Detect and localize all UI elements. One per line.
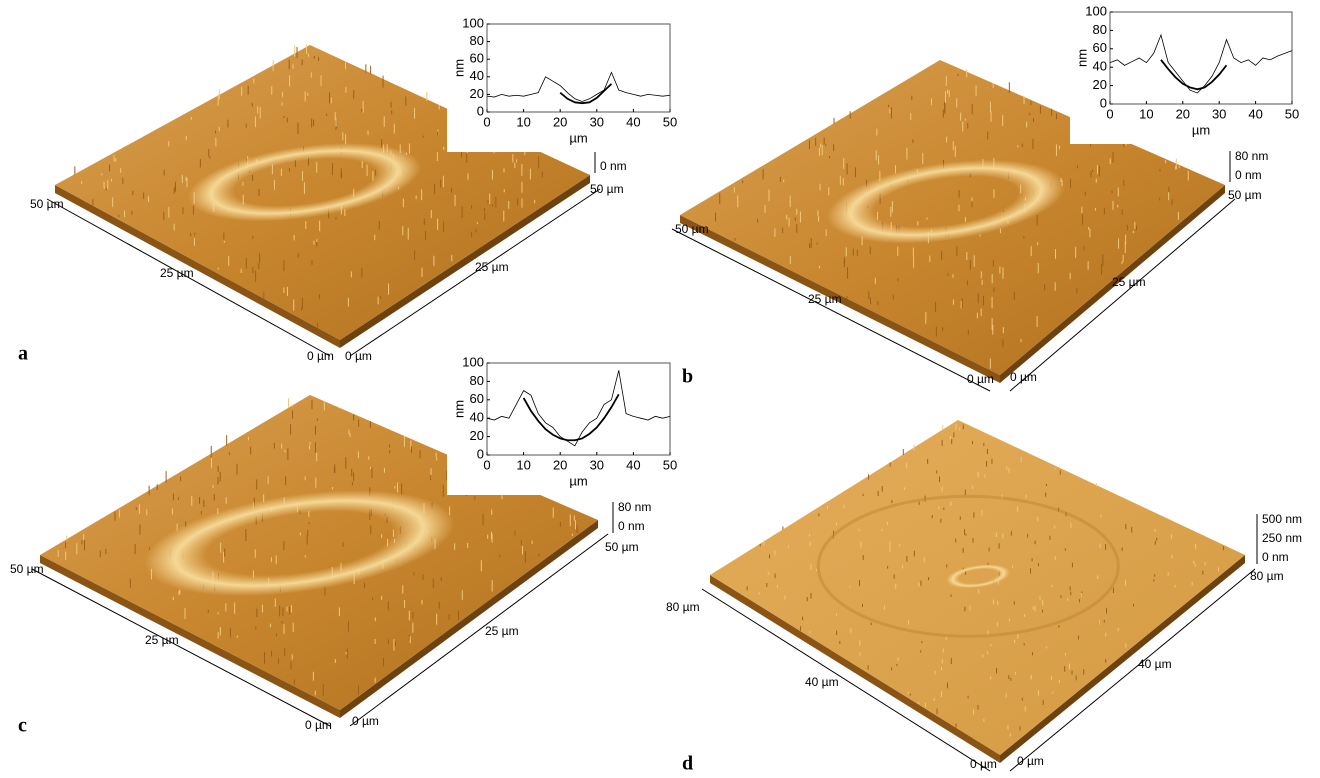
x-tick-label: 40 bbox=[626, 114, 640, 129]
x-tick-label: 20 bbox=[553, 457, 567, 472]
profile-inset: 02040608010001020304050nmµm bbox=[447, 15, 680, 152]
axis-label: 25 µm bbox=[1112, 275, 1146, 289]
axis-label: 80 µm bbox=[1250, 569, 1284, 583]
axis-label: 50 µm bbox=[675, 222, 709, 236]
z-scale-label: 80 nm bbox=[1235, 149, 1268, 163]
axis-label: 50 µm bbox=[10, 562, 44, 576]
x-tick-label: 30 bbox=[590, 114, 604, 129]
axis-label: 0 µm bbox=[1017, 754, 1044, 768]
y-tick-label: 60 bbox=[470, 51, 484, 66]
axis-label: 50 µm bbox=[30, 197, 64, 211]
z-scale-label: 250 nm bbox=[1262, 531, 1302, 545]
figure: 50 µm 25 µm 0 µm 0 µm 25 µm 50 µm 80 nm 0 nm a 0 2… bbox=[0, 0, 1320, 773]
y-tick-label: 20 bbox=[1093, 77, 1107, 92]
y-tick-label: 60 bbox=[1093, 40, 1107, 55]
x-tick-label: 30 bbox=[590, 457, 604, 472]
panel-letter: d bbox=[682, 753, 693, 773]
axis-label: 80 µm bbox=[666, 600, 700, 614]
x-tick-label: 40 bbox=[626, 457, 640, 472]
x-tick-label: 0 bbox=[1106, 106, 1113, 121]
x-tick-label: 50 bbox=[663, 114, 677, 129]
x-tick-label: 50 bbox=[663, 457, 677, 472]
y-tick-label: 80 bbox=[470, 33, 484, 48]
axis-label: 25 µm bbox=[808, 292, 842, 306]
axis-label: 25 µm bbox=[475, 260, 509, 274]
y-tick-label: 100 bbox=[462, 354, 484, 369]
y-tick-label: 80 bbox=[470, 373, 484, 388]
x-tick-label: 30 bbox=[1212, 106, 1226, 121]
x-axis-label: µm bbox=[569, 130, 587, 145]
y-axis-label: nm bbox=[451, 59, 466, 77]
y-axis-label: nm bbox=[451, 400, 466, 418]
axis-label: 0 µm bbox=[1010, 370, 1037, 384]
y-tick-label: 40 bbox=[470, 410, 484, 425]
z-scale-label: 0 nm bbox=[600, 159, 627, 173]
y-tick-label: 100 bbox=[1085, 3, 1107, 18]
y-tick-label: 40 bbox=[1093, 59, 1107, 74]
y-axis-label: nm bbox=[1074, 49, 1089, 67]
y-tick-label: 40 bbox=[470, 68, 484, 83]
y-tick-label: 60 bbox=[470, 391, 484, 406]
y-tick-label: 20 bbox=[470, 428, 484, 443]
axis-label: 0 µm bbox=[967, 372, 994, 386]
axis-label: 25 µm bbox=[485, 624, 519, 638]
z-scale-label: 0 nm bbox=[1235, 168, 1262, 182]
axis-label: 0 µm bbox=[345, 349, 372, 363]
y-tick-label: 100 bbox=[462, 15, 484, 30]
x-tick-label: 20 bbox=[1176, 106, 1190, 121]
axis-label: 25 µm bbox=[145, 633, 179, 647]
x-tick-label: 20 bbox=[553, 114, 567, 129]
axis-label: 50 µm bbox=[590, 182, 624, 196]
axis-label: 40 µm bbox=[805, 675, 839, 689]
z-scale-label: 0 nm bbox=[1262, 550, 1289, 564]
axis-label: 50 µm bbox=[605, 540, 639, 554]
x-axis-label: µm bbox=[569, 473, 587, 488]
panel-letter: a bbox=[18, 343, 28, 365]
x-tick-label: 10 bbox=[1139, 106, 1153, 121]
x-tick-label: 40 bbox=[1248, 106, 1262, 121]
z-scale-label: 80 nm bbox=[618, 500, 651, 514]
panel-letter: c bbox=[18, 715, 27, 737]
axis-label: 25 µm bbox=[160, 266, 194, 280]
y-tick-label: 80 bbox=[1093, 22, 1107, 37]
x-tick-label: 0 bbox=[483, 114, 490, 129]
axis-label: 50 µm bbox=[1228, 188, 1262, 202]
x-axis-label: µm bbox=[1192, 122, 1210, 137]
y-tick-label: 20 bbox=[470, 86, 484, 101]
x-tick-label: 50 bbox=[1285, 106, 1299, 121]
axis-label: 40 µm bbox=[1138, 657, 1172, 671]
x-tick-label: 0 bbox=[483, 457, 490, 472]
axis-label: 0 µm bbox=[970, 757, 997, 771]
panel-letter: b bbox=[682, 366, 693, 388]
axis-label: 0 µm bbox=[305, 718, 332, 732]
axis-label: 0 µm bbox=[352, 714, 379, 728]
x-tick-label: 10 bbox=[516, 114, 530, 129]
x-tick-label: 10 bbox=[516, 457, 530, 472]
axis-label: 0 µm bbox=[307, 349, 334, 363]
z-scale-label: 0 nm bbox=[618, 519, 645, 533]
z-scale-label: 500 nm bbox=[1262, 512, 1302, 526]
